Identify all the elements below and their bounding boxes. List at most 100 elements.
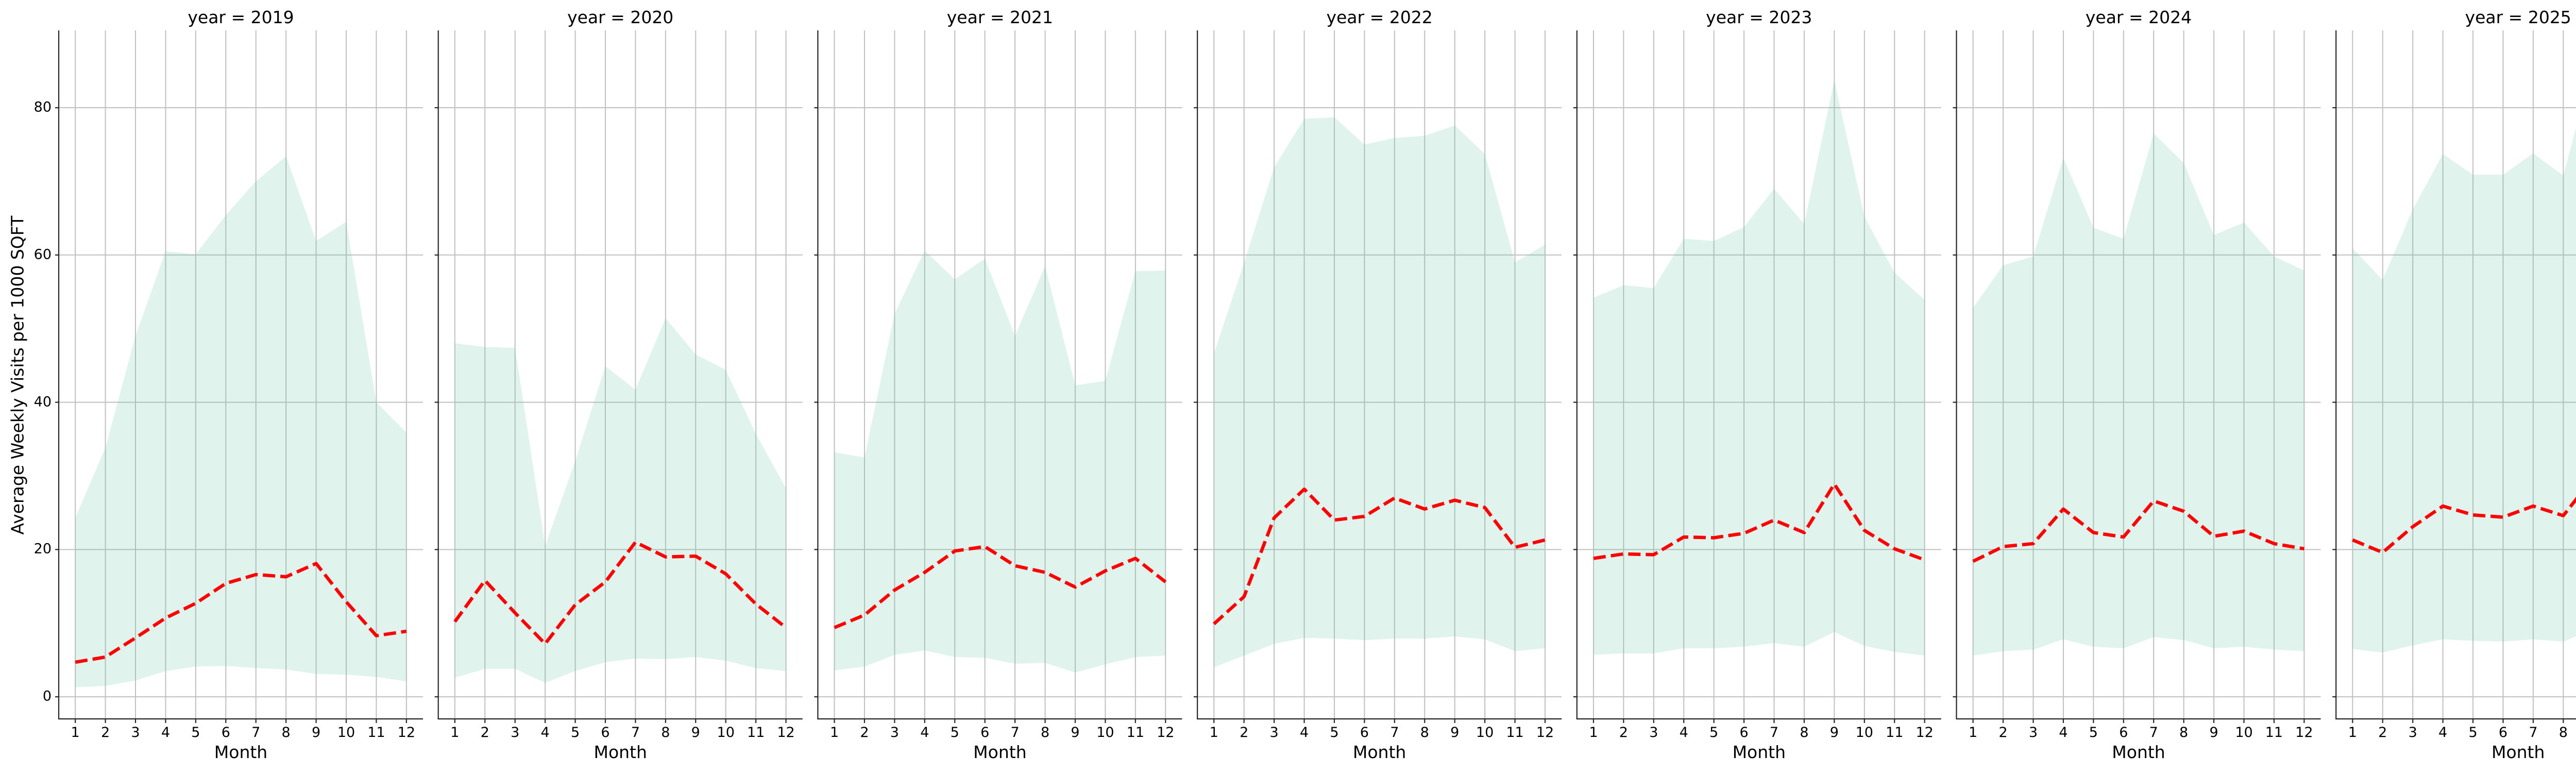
percentile-band: [834, 250, 1166, 673]
x-tick-label: 4: [920, 725, 929, 741]
x-axis-label: Month: [594, 742, 647, 762]
x-tick-label: 12: [397, 725, 416, 741]
percentile-band: [1593, 80, 1925, 656]
facet-panel-2019: [55, 30, 423, 723]
percentile-band: [1973, 133, 2304, 656]
median-line: [2352, 497, 2576, 554]
x-tick-label: 2: [860, 725, 869, 741]
x-tick-label: 1: [71, 725, 80, 741]
x-tick-label: 4: [540, 725, 550, 741]
x-axis-label: Month: [214, 742, 268, 762]
x-tick-label: 6: [601, 725, 610, 741]
x-tick-label: 7: [2149, 725, 2158, 741]
grid-lines: [818, 30, 1182, 719]
x-tick-label: 7: [1010, 725, 1020, 741]
x-tick-label: 4: [2059, 725, 2068, 741]
x-tick-label: 2: [1240, 725, 1249, 741]
x-tick-label: 3: [2408, 725, 2417, 741]
x-tick-label: 9: [691, 725, 700, 741]
x-tick-label: 11: [2265, 725, 2283, 741]
x-tick-label: 2: [100, 725, 110, 741]
x-tick-label: 11: [747, 725, 765, 741]
x-tick-label: 12: [1157, 725, 1175, 741]
x-axis-label: Month: [2112, 742, 2165, 762]
median-line: [453, 540, 787, 646]
x-tick-label: 7: [251, 725, 261, 741]
x-tick-label: 8: [1040, 725, 1050, 741]
x-axis-label: Month: [1732, 742, 1786, 762]
x-tick-label: 7: [1769, 725, 1779, 741]
y-tick-label: 40: [33, 394, 52, 410]
x-tick-label: 9: [311, 725, 321, 741]
x-tick-label: 12: [2295, 725, 2313, 741]
x-axis-label: Month: [973, 742, 1027, 762]
median-line: [1593, 482, 1925, 562]
x-tick-label: 3: [1269, 725, 1279, 741]
grid-lines: [438, 30, 803, 719]
grid-lines: [1956, 30, 2321, 719]
x-tick-label: 8: [2179, 725, 2189, 741]
x-tick-label: 4: [2438, 725, 2448, 741]
x-tick-label: 3: [131, 725, 140, 741]
panel-title-2019: year = 2019: [188, 7, 294, 27]
x-tick-label: 3: [511, 725, 520, 741]
x-tick-label: 1: [2348, 725, 2357, 741]
x-tick-label: 6: [2498, 725, 2508, 741]
facet-panel-2022: [1194, 30, 1562, 723]
x-tick-label: 1: [450, 725, 460, 741]
median-line: [75, 562, 407, 664]
x-tick-label: 6: [2119, 725, 2128, 741]
x-tick-label: 10: [1855, 725, 1873, 741]
x-tick-label: 5: [2089, 725, 2098, 741]
x-tick-label: 3: [2028, 725, 2038, 741]
x-tick-label: 12: [1536, 725, 1554, 741]
y-tick-label: 20: [33, 541, 52, 557]
x-tick-label: 2: [1998, 725, 2008, 741]
x-tick-label: 12: [777, 725, 795, 741]
facet-panel-2021: [814, 30, 1182, 723]
x-tick-label: 4: [1679, 725, 1688, 741]
panel-title-2025: year = 2025: [2465, 7, 2571, 27]
x-tick-label: 1: [829, 725, 839, 741]
x-tick-label: 9: [1450, 725, 1460, 741]
x-tick-label: 4: [161, 725, 171, 741]
grid-lines: [1577, 30, 1941, 719]
x-tick-label: 2: [1619, 725, 1628, 741]
x-tick-label: 1: [1969, 725, 1978, 741]
median-line: [1972, 499, 2304, 563]
panel-title-2022: year = 2022: [1326, 7, 1433, 27]
grid-lines: [2336, 30, 2576, 719]
x-tick-label: 8: [661, 725, 670, 741]
x-tick-label: 8: [1800, 725, 1809, 741]
x-axis-label: Month: [2491, 742, 2545, 762]
x-tick-label: 1: [1589, 725, 1598, 741]
panel-title-2024: year = 2024: [2085, 7, 2192, 27]
x-tick-label: 10: [717, 725, 735, 741]
x-tick-label: 10: [1476, 725, 1494, 741]
x-tick-label: 3: [1649, 725, 1658, 741]
facet-panel-2025: [2332, 30, 2576, 723]
x-tick-label: 4: [1299, 725, 1309, 741]
x-tick-label: 5: [950, 725, 959, 741]
x-tick-label: 6: [221, 725, 230, 741]
x-tick-label: 10: [337, 725, 355, 741]
x-tick-label: 8: [1420, 725, 1429, 741]
facet-panel-2020: [434, 30, 803, 723]
x-tick-label: 1: [1209, 725, 1218, 741]
x-tick-label: 8: [2558, 725, 2568, 741]
x-tick-label: 7: [631, 725, 640, 741]
panel-title-2021: year = 2021: [946, 7, 1054, 27]
x-tick-label: 11: [1126, 725, 1145, 741]
x-tick-label: 6: [1360, 725, 1369, 741]
x-tick-label: 6: [1739, 725, 1749, 741]
x-tick-label: 7: [2529, 725, 2538, 741]
x-tick-label: 3: [890, 725, 899, 741]
percentile-band: [75, 156, 406, 687]
y-tick-label: 60: [33, 246, 52, 263]
facet-panel-2024: [1953, 30, 2321, 723]
x-tick-label: 5: [570, 725, 580, 741]
x-tick-label: 6: [980, 725, 990, 741]
x-axis-label: Month: [1352, 742, 1406, 762]
